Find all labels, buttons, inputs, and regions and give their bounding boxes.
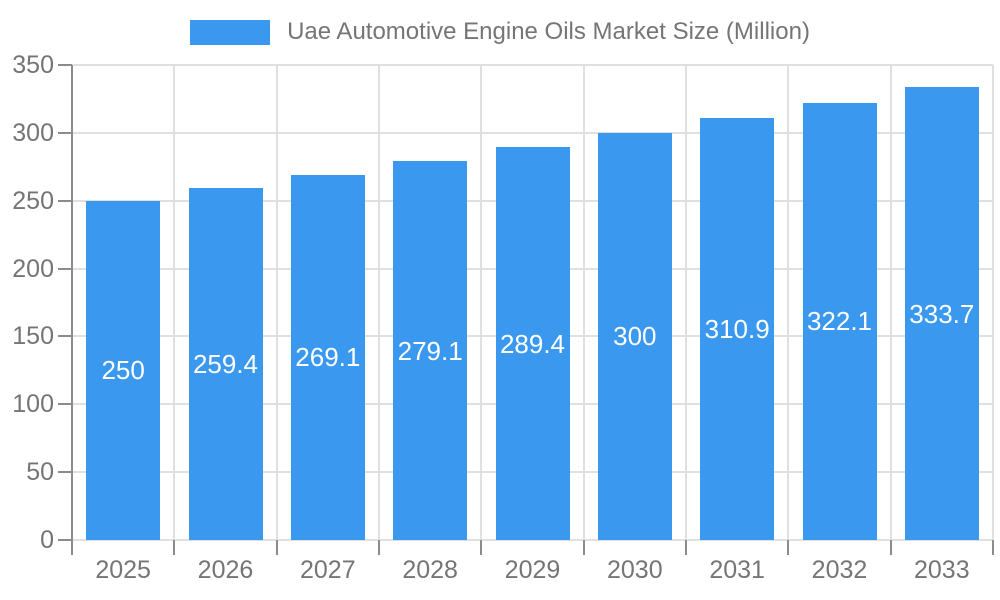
x-tick bbox=[378, 540, 380, 555]
x-axis-label: 2033 bbox=[914, 556, 970, 584]
x-gridline bbox=[275, 65, 278, 540]
y-tick bbox=[58, 471, 72, 474]
y-tick bbox=[58, 199, 72, 202]
y-gridline bbox=[72, 131, 993, 134]
x-gridline bbox=[173, 65, 176, 540]
x-tick bbox=[275, 540, 278, 555]
x-axis-label: 2026 bbox=[197, 556, 254, 584]
y-axis-label: 100 bbox=[12, 390, 54, 419]
y-axis-label: 0 bbox=[40, 526, 54, 554]
x-axis-label: 2027 bbox=[300, 556, 356, 584]
y-axis-label: 350 bbox=[12, 51, 54, 79]
x-axis-label: 2032 bbox=[811, 556, 868, 584]
legend[interactable]: Uae Automotive Engine Oils Market Size (… bbox=[0, 18, 1000, 46]
bar-2032[interactable] bbox=[802, 102, 877, 540]
x-tick bbox=[480, 540, 483, 555]
y-axis-line bbox=[71, 65, 73, 555]
x-tick bbox=[173, 540, 176, 555]
y-tick bbox=[58, 539, 72, 541]
x-tick bbox=[787, 540, 790, 555]
y-tick bbox=[58, 131, 72, 134]
bar-2028[interactable] bbox=[393, 161, 468, 540]
y-gridline bbox=[72, 539, 993, 541]
x-gridline bbox=[787, 65, 790, 540]
x-gridline bbox=[378, 65, 380, 540]
y-tick bbox=[58, 267, 72, 270]
y-tick bbox=[58, 403, 72, 406]
x-axis-label: 2028 bbox=[402, 556, 458, 584]
x-gridline bbox=[582, 65, 585, 540]
y-axis-label: 200 bbox=[12, 254, 54, 283]
y-axis-label: 250 bbox=[12, 186, 54, 215]
x-tick bbox=[582, 540, 585, 555]
y-axis-label: 300 bbox=[12, 118, 54, 147]
legend-label: Uae Automotive Engine Oils Market Size (… bbox=[287, 18, 810, 45]
bar-2029[interactable] bbox=[495, 147, 570, 540]
bar-2030[interactable] bbox=[597, 132, 672, 540]
x-gridline bbox=[992, 65, 994, 540]
x-axis-label: 2031 bbox=[709, 556, 765, 584]
x-tick bbox=[889, 540, 892, 555]
x-gridline bbox=[889, 65, 892, 540]
bar-2025[interactable] bbox=[86, 200, 161, 540]
x-axis-label: 2025 bbox=[95, 556, 151, 584]
y-axis-label: 150 bbox=[12, 322, 54, 351]
bar-2027[interactable] bbox=[290, 174, 365, 540]
x-axis-label: 2029 bbox=[504, 556, 561, 584]
bar-2033[interactable] bbox=[904, 87, 979, 540]
y-tick bbox=[58, 335, 72, 338]
legend-swatch bbox=[190, 19, 271, 45]
y-gridline bbox=[72, 64, 993, 66]
y-axis-label: 50 bbox=[26, 458, 54, 487]
y-tick bbox=[58, 64, 72, 66]
bar-2026[interactable] bbox=[188, 187, 263, 540]
x-tick bbox=[685, 540, 687, 555]
x-gridline bbox=[480, 65, 483, 540]
x-axis-label: 2030 bbox=[607, 556, 663, 584]
bar-2031[interactable] bbox=[700, 118, 775, 540]
x-gridline bbox=[685, 65, 687, 540]
x-tick bbox=[992, 540, 994, 555]
